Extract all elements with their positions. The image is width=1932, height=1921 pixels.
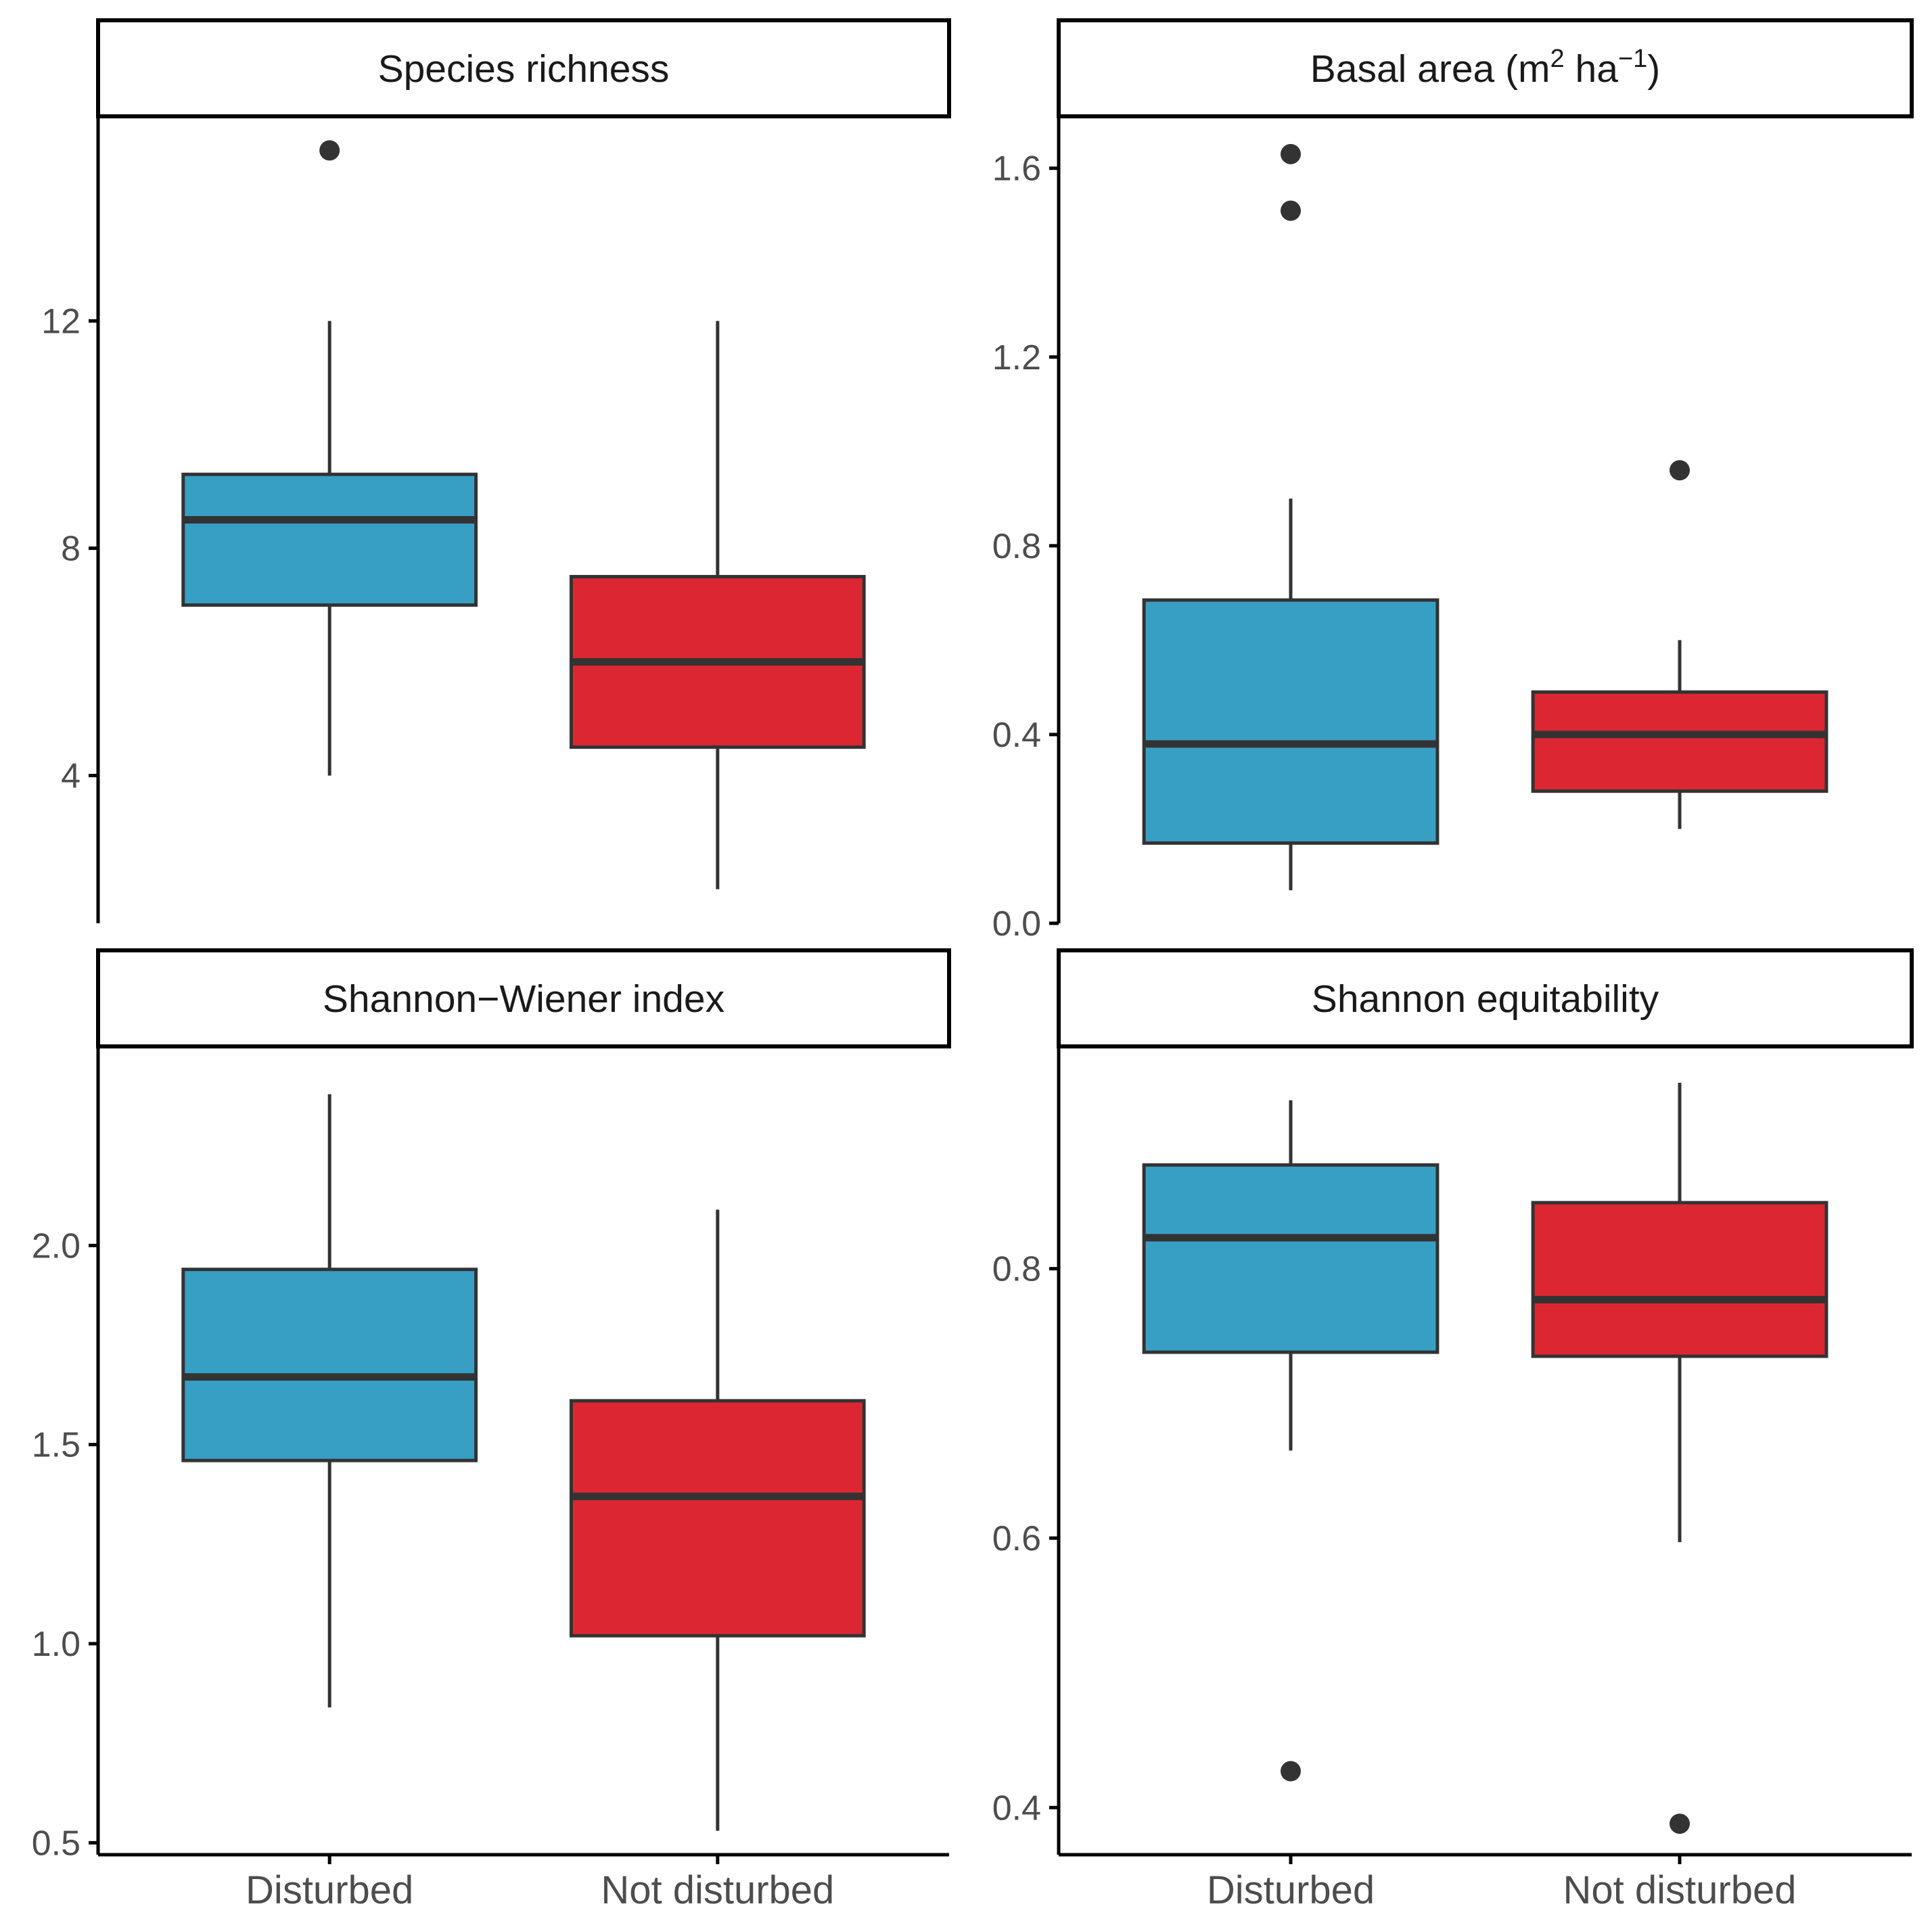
iqr-box — [1142, 598, 1440, 845]
outlier-point — [1280, 200, 1301, 221]
outlier-point — [1670, 1813, 1690, 1834]
y-tick-label: 1.6 — [992, 149, 1041, 189]
y-tick-label: 0.8 — [992, 527, 1041, 566]
y-tick-label: 0.4 — [992, 716, 1041, 755]
iqr-box — [1531, 690, 1828, 793]
panel-title: Shannon equitability — [1312, 977, 1659, 1021]
panel-title: Species richness — [378, 47, 670, 91]
panel-strip — [96, 948, 951, 1048]
iqr-box — [181, 472, 478, 607]
y-tick-label: 1.0 — [32, 1625, 80, 1664]
box-not-disturbed — [569, 321, 866, 889]
panel-title-text: ha — [1565, 47, 1619, 91]
box-disturbed — [1142, 1100, 1440, 1782]
box-not-disturbed — [1531, 1082, 1828, 1834]
panel-1: Basal area (m2 ha−1) 0.0 0.4 0.8 1.2 1.6 — [992, 18, 1914, 944]
outlier-point — [1280, 1761, 1301, 1782]
y-tick-label: 0.4 — [992, 1788, 1041, 1828]
panel-strip — [1057, 18, 1914, 118]
iqr-box — [569, 1399, 866, 1638]
panel-title: Basal area (m2 ha−1) — [1310, 45, 1661, 91]
y-tick-label: 0.0 — [992, 904, 1041, 944]
y-tick-label: 12 — [41, 302, 80, 341]
panel-title-superscript: −1 — [1618, 45, 1647, 73]
y-tick-label: 1.2 — [992, 338, 1041, 377]
iqr-box — [1142, 1163, 1440, 1354]
y-tick-label: 0.6 — [992, 1519, 1041, 1558]
box-disturbed — [181, 140, 478, 776]
outlier-point — [1280, 143, 1301, 164]
panel-title: Shannon−Wiener index — [323, 977, 724, 1021]
panel-2: Shannon−Wiener index 0.5 1.0 1.5 2.0 Disturbe… — [32, 948, 951, 1912]
y-tick-label: 1.5 — [32, 1426, 80, 1465]
y-tick-label: 4 — [61, 757, 80, 796]
y-tick-label: 0.8 — [992, 1250, 1041, 1289]
panel-0: Species richness 4 8 12 — [41, 18, 951, 923]
y-tick-label: 2.0 — [32, 1226, 80, 1266]
outlier-point — [319, 140, 340, 161]
box-disturbed — [181, 1094, 478, 1708]
panel-title-text: ) — [1647, 47, 1660, 91]
box-not-disturbed — [1531, 460, 1828, 829]
panel-strip — [96, 18, 951, 118]
panel-title-superscript: 2 — [1550, 45, 1565, 73]
box-disturbed — [1142, 143, 1440, 891]
x-category-label: Disturbed — [246, 1868, 413, 1912]
iqr-box — [181, 1268, 478, 1462]
panel-3: Shannon equitability 0.4 0.6 0.8 Disturbed No… — [992, 948, 1914, 1912]
outlier-point — [1670, 460, 1690, 481]
y-tick-label: 0.5 — [32, 1824, 80, 1863]
panel-strip — [1057, 948, 1914, 1048]
panel-title-text: Basal area (m — [1310, 47, 1550, 91]
y-tick-label: 8 — [61, 530, 80, 569]
x-category-label: Disturbed — [1207, 1868, 1375, 1912]
x-category-label: Not disturbed — [1563, 1868, 1797, 1912]
box-not-disturbed — [569, 1209, 866, 1831]
x-category-label: Not disturbed — [601, 1868, 834, 1912]
iqr-box — [1531, 1201, 1828, 1358]
